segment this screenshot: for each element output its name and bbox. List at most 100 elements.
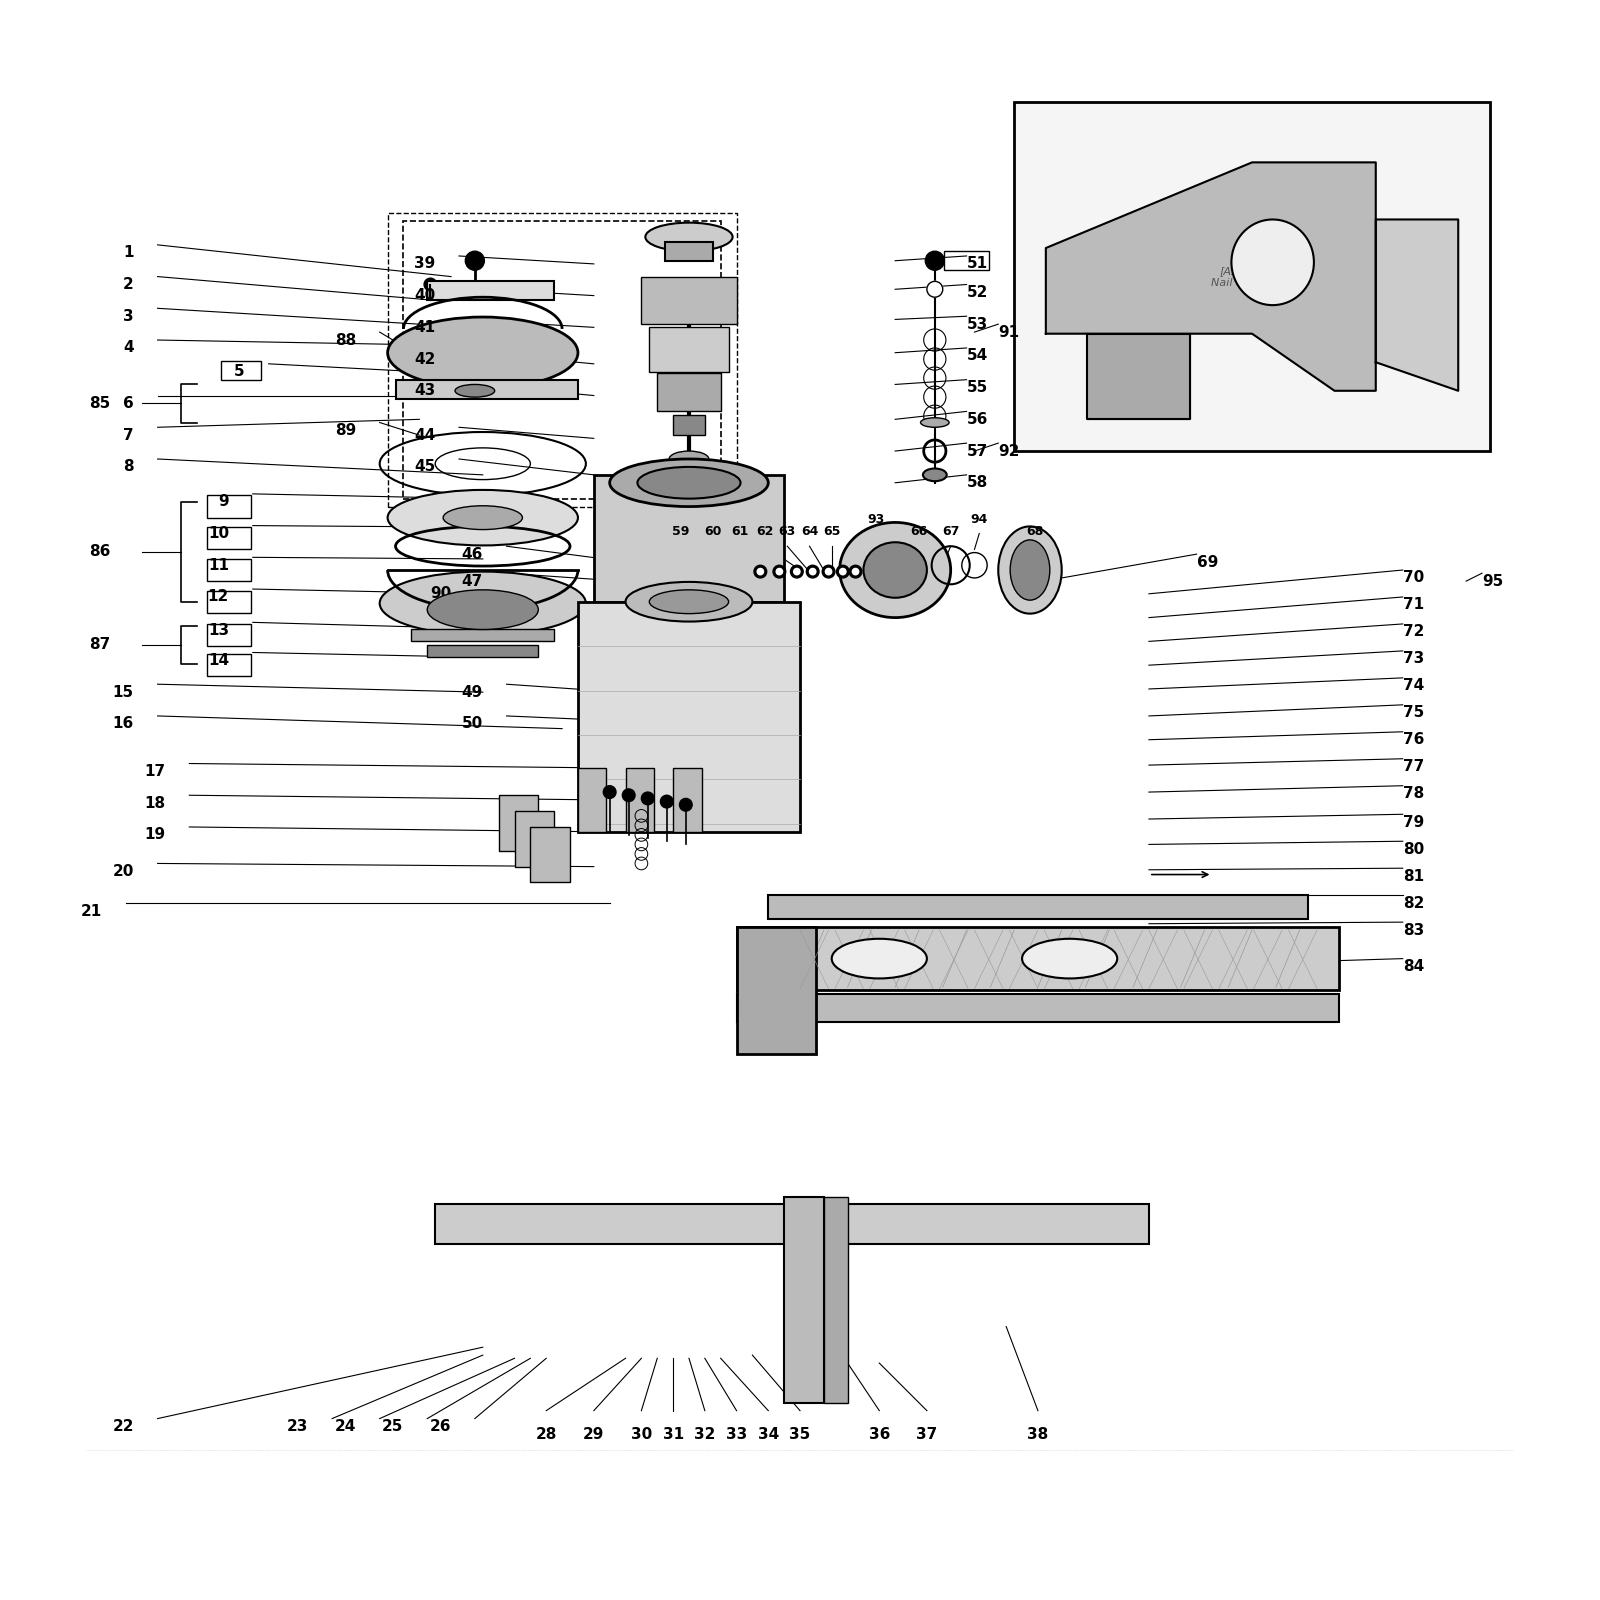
Circle shape [661, 795, 674, 808]
Text: 30: 30 [630, 1427, 653, 1442]
Text: 37: 37 [917, 1427, 938, 1442]
Circle shape [810, 568, 816, 574]
Bar [427, 645, 538, 658]
Circle shape [622, 789, 635, 802]
Text: 54: 54 [966, 349, 987, 363]
Text: 89: 89 [334, 422, 355, 438]
Circle shape [826, 568, 832, 574]
Circle shape [680, 798, 693, 811]
Text: 92: 92 [998, 443, 1019, 459]
Text: 11: 11 [208, 558, 229, 573]
Circle shape [776, 568, 782, 574]
Text: 5: 5 [234, 365, 245, 379]
Polygon shape [1086, 334, 1190, 419]
Text: 95: 95 [1482, 574, 1504, 589]
Bar [736, 994, 1339, 1022]
Bar [206, 558, 251, 581]
Ellipse shape [1010, 539, 1050, 600]
Text: 91: 91 [998, 325, 1019, 339]
Text: 48: 48 [461, 598, 483, 614]
Text: 2: 2 [123, 277, 134, 293]
Text: 14: 14 [208, 653, 229, 667]
Ellipse shape [427, 590, 538, 629]
Text: 16: 16 [112, 717, 134, 731]
Circle shape [850, 565, 862, 578]
Ellipse shape [832, 939, 926, 979]
Text: 82: 82 [1403, 896, 1424, 910]
Bar [206, 590, 251, 613]
Text: 81: 81 [1403, 869, 1424, 883]
Text: 23: 23 [286, 1419, 309, 1434]
Text: 20: 20 [112, 864, 134, 878]
Text: 3: 3 [123, 309, 134, 323]
Ellipse shape [626, 582, 752, 621]
Text: 60: 60 [704, 525, 722, 538]
Text: 87: 87 [88, 637, 110, 653]
Bar [626, 768, 654, 832]
Text: 90: 90 [430, 586, 451, 602]
Text: 69: 69 [1197, 555, 1218, 570]
Text: 26: 26 [429, 1419, 451, 1434]
Text: 58: 58 [966, 475, 987, 490]
Text: 34: 34 [758, 1427, 779, 1442]
Circle shape [837, 565, 850, 578]
Circle shape [603, 786, 616, 798]
Circle shape [925, 251, 944, 270]
Text: 7: 7 [123, 427, 134, 443]
Circle shape [840, 568, 846, 574]
Bar [578, 602, 800, 832]
Text: 38: 38 [1027, 1427, 1048, 1442]
Text: 77: 77 [1403, 758, 1424, 774]
Circle shape [773, 565, 786, 578]
Text: 62: 62 [757, 525, 774, 538]
Bar [515, 811, 554, 867]
Polygon shape [1046, 162, 1376, 390]
Text: 73: 73 [1403, 651, 1424, 666]
Bar [206, 496, 251, 518]
Text: 35: 35 [789, 1427, 811, 1442]
Text: 24: 24 [334, 1419, 355, 1434]
Bar [650, 328, 728, 371]
Text: 70: 70 [1403, 571, 1424, 586]
Circle shape [757, 568, 763, 574]
Text: 39: 39 [414, 256, 435, 272]
Bar [944, 251, 989, 270]
Bar [411, 629, 554, 642]
Text: 64: 64 [802, 525, 818, 538]
Text: 57: 57 [966, 443, 987, 459]
Ellipse shape [379, 571, 586, 635]
Text: 76: 76 [1403, 733, 1424, 747]
Text: 19: 19 [144, 827, 165, 842]
Circle shape [754, 565, 766, 578]
Text: 85: 85 [88, 395, 110, 411]
Text: 93: 93 [867, 512, 885, 526]
Bar [736, 926, 1339, 990]
Ellipse shape [998, 526, 1062, 614]
Bar [642, 277, 736, 325]
Circle shape [853, 568, 859, 574]
Bar [206, 526, 251, 549]
Ellipse shape [610, 459, 768, 507]
Text: 4: 4 [123, 341, 134, 355]
Bar [594, 475, 784, 602]
Ellipse shape [923, 469, 947, 482]
Text: 78: 78 [1403, 786, 1424, 802]
Text: 43: 43 [414, 384, 435, 398]
Bar [1014, 102, 1490, 451]
Text: [Assembled
Nail Gun View]: [Assembled Nail Gun View] [1211, 266, 1293, 288]
Ellipse shape [443, 506, 523, 530]
Text: 68: 68 [1026, 525, 1043, 538]
Ellipse shape [454, 384, 494, 397]
Text: 86: 86 [88, 544, 110, 560]
Text: 22: 22 [112, 1419, 134, 1434]
Bar [674, 768, 702, 832]
Circle shape [424, 278, 437, 291]
Bar [530, 827, 570, 883]
Text: 56: 56 [966, 411, 987, 427]
Text: 94: 94 [971, 512, 987, 526]
Polygon shape [1376, 219, 1458, 390]
Text: 15: 15 [112, 685, 134, 699]
Bar [221, 360, 261, 379]
Text: 45: 45 [414, 459, 435, 475]
Bar [674, 414, 706, 435]
